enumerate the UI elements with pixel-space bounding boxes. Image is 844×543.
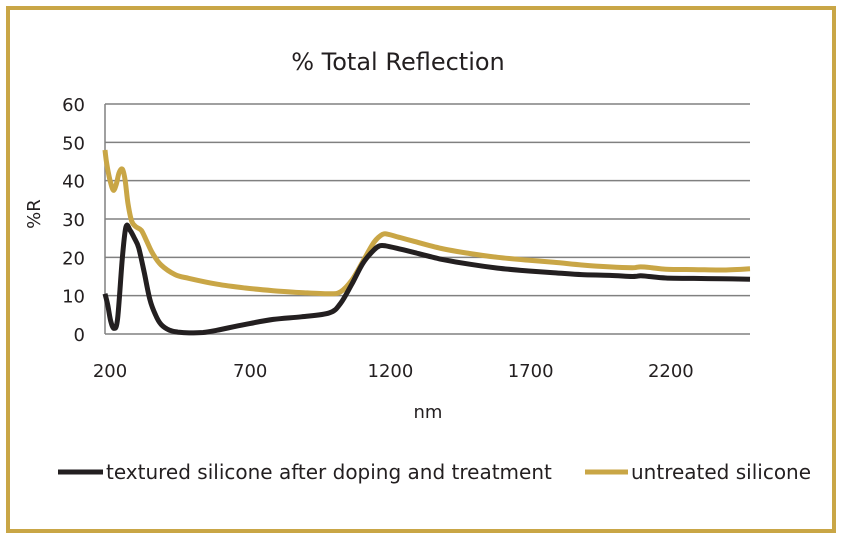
y-tick-labels: 0 10 20 30 40 50 60 [62, 95, 85, 346]
legend-label-textured: textured silicone after doping and treat… [106, 460, 552, 484]
x-tick-1200: 1200 [368, 361, 414, 382]
x-tick-200: 200 [93, 361, 127, 382]
y-tick-10: 10 [62, 287, 85, 308]
x-tick-700: 700 [233, 361, 267, 382]
grid-lines [105, 103, 750, 297]
y-tick-0: 0 [74, 325, 85, 346]
y-axis-label: %R [24, 199, 45, 229]
y-tick-20: 20 [62, 248, 85, 269]
x-tick-2200: 2200 [648, 361, 694, 382]
series-line-untreated-silicone [102, 149, 751, 297]
legend-label-untreated: untreated silicone [631, 460, 811, 484]
y-tick-60: 60 [62, 95, 85, 116]
series-line-textured-silicone [102, 222, 751, 336]
y-tick-30: 30 [62, 210, 85, 231]
y-tick-40: 40 [62, 172, 85, 193]
x-tick-labels: 200 700 1200 1700 2200 [93, 361, 694, 382]
chart-title: % Total Reflection [291, 48, 505, 76]
y-tick-50: 50 [62, 133, 85, 154]
series-lines [102, 149, 751, 336]
legend: textured silicone after doping and treat… [58, 460, 811, 484]
x-tick-1700: 1700 [508, 361, 554, 382]
chart-frame [6, 6, 836, 533]
x-axis-label: nm [414, 402, 443, 423]
